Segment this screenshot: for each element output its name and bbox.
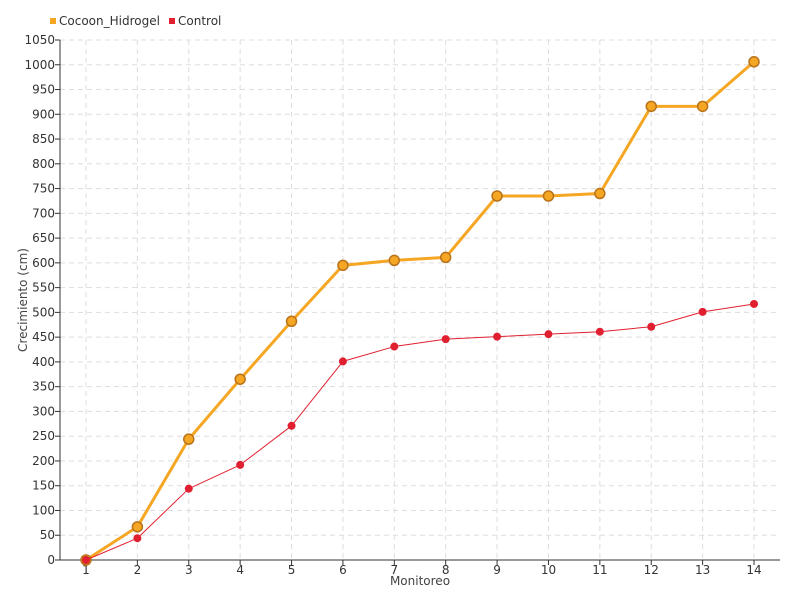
y-tick-label: 600 xyxy=(32,256,55,270)
y-tick-labels: 0 50 100 150 200 250 300 350 400 450 500 550 600 650 7… xyxy=(24,33,55,567)
y-axis-title: Crecimiento (cm) xyxy=(16,248,30,352)
data-point-control xyxy=(82,556,90,564)
x-tick-label: 3 xyxy=(185,563,193,577)
grid-lines xyxy=(60,39,780,560)
data-point-control xyxy=(544,330,553,339)
data-point-cocoon-hidrogel xyxy=(491,190,503,202)
data-point-control xyxy=(595,327,604,336)
y-tick-label: 400 xyxy=(32,355,55,369)
data-point-cocoon-hidrogel xyxy=(594,187,606,200)
series xyxy=(80,56,760,566)
legend-label-control: Control xyxy=(178,14,221,28)
legend-swatch-cocoon-hidrogel xyxy=(50,18,56,24)
data-point-control xyxy=(647,322,656,331)
y-tick-label: 550 xyxy=(32,281,55,295)
data-point-control xyxy=(338,357,347,366)
x-tick-label: 2 xyxy=(134,563,142,577)
y-tick-label: 800 xyxy=(32,157,55,171)
x-tick-label: 12 xyxy=(644,563,659,577)
y-tick-label: 100 xyxy=(32,503,55,517)
axes xyxy=(55,39,780,565)
y-tick-label: 700 xyxy=(32,206,55,220)
y-tick-label: 900 xyxy=(32,107,55,121)
data-point-cocoon-hidrogel xyxy=(183,433,195,445)
x-tick-label: 6 xyxy=(339,563,347,577)
legend-swatch-control xyxy=(169,18,175,24)
y-tick-label: 850 xyxy=(32,132,55,146)
data-point-cocoon-hidrogel xyxy=(439,251,452,264)
data-point-control xyxy=(698,307,707,316)
data-point-cocoon-hidrogel xyxy=(234,373,246,385)
x-tick-label: 9 xyxy=(493,563,501,577)
data-point-cocoon-hidrogel xyxy=(696,100,709,113)
x-tick-label: 10 xyxy=(541,563,556,577)
data-point-cocoon-hidrogel xyxy=(131,521,144,533)
data-point-control xyxy=(236,460,245,469)
series-line-control xyxy=(85,303,755,561)
y-tick-label: 500 xyxy=(32,305,55,319)
y-tick-label: 750 xyxy=(32,182,55,196)
data-point-control xyxy=(493,332,502,341)
x-tick-label: 5 xyxy=(288,563,296,577)
y-tick-label: 0 xyxy=(47,553,55,567)
data-point-control xyxy=(441,335,450,344)
x-tick-label: 1 xyxy=(82,563,90,577)
y-tick-label: 50 xyxy=(40,528,55,542)
x-tick-label: 8 xyxy=(442,563,450,577)
data-point-control xyxy=(287,421,296,430)
y-tick-label: 650 xyxy=(32,231,55,245)
x-tick-label: 4 xyxy=(236,563,244,577)
series-line-cocoon-hidrogel xyxy=(85,60,755,562)
x-tick-label: 11 xyxy=(592,563,607,577)
y-tick-label: 150 xyxy=(32,479,55,493)
series-control xyxy=(82,299,758,564)
data-point-cocoon-hidrogel xyxy=(337,259,349,272)
data-point-cocoon-hidrogel xyxy=(542,190,555,202)
data-point-cocoon-hidrogel xyxy=(748,56,760,68)
y-tick-label: 350 xyxy=(32,380,55,394)
data-point-control xyxy=(390,342,399,351)
data-point-cocoon-hidrogel xyxy=(388,254,401,267)
x-tick-label: 14 xyxy=(746,563,761,577)
data-point-cocoon-hidrogel xyxy=(285,315,298,328)
y-tick-label: 250 xyxy=(32,429,55,443)
y-tick-label: 1000 xyxy=(24,58,55,72)
y-tick-label: 450 xyxy=(32,330,55,344)
x-tick-labels: 1 2 3 4 5 6 7 8 9 10 11 12 13 14 xyxy=(82,563,761,577)
x-tick-label: 7 xyxy=(390,563,398,577)
data-point-control xyxy=(184,484,193,493)
legend: Cocoon_Hidrogel Control xyxy=(50,14,221,28)
y-tick-label: 200 xyxy=(32,454,55,468)
data-point-control xyxy=(750,299,758,308)
data-point-cocoon-hidrogel xyxy=(645,100,657,113)
series-cocoon-hidrogel xyxy=(80,56,760,566)
legend-label-cocoon-hidrogel: Cocoon_Hidrogel xyxy=(59,14,160,28)
y-tick-label: 300 xyxy=(32,404,55,418)
x-axis-title: Monitoreo xyxy=(390,574,450,588)
data-point-control xyxy=(133,534,142,543)
y-tick-label: 950 xyxy=(32,83,55,97)
x-tick-label: 13 xyxy=(695,563,710,577)
y-tick-label: 1050 xyxy=(24,33,55,47)
